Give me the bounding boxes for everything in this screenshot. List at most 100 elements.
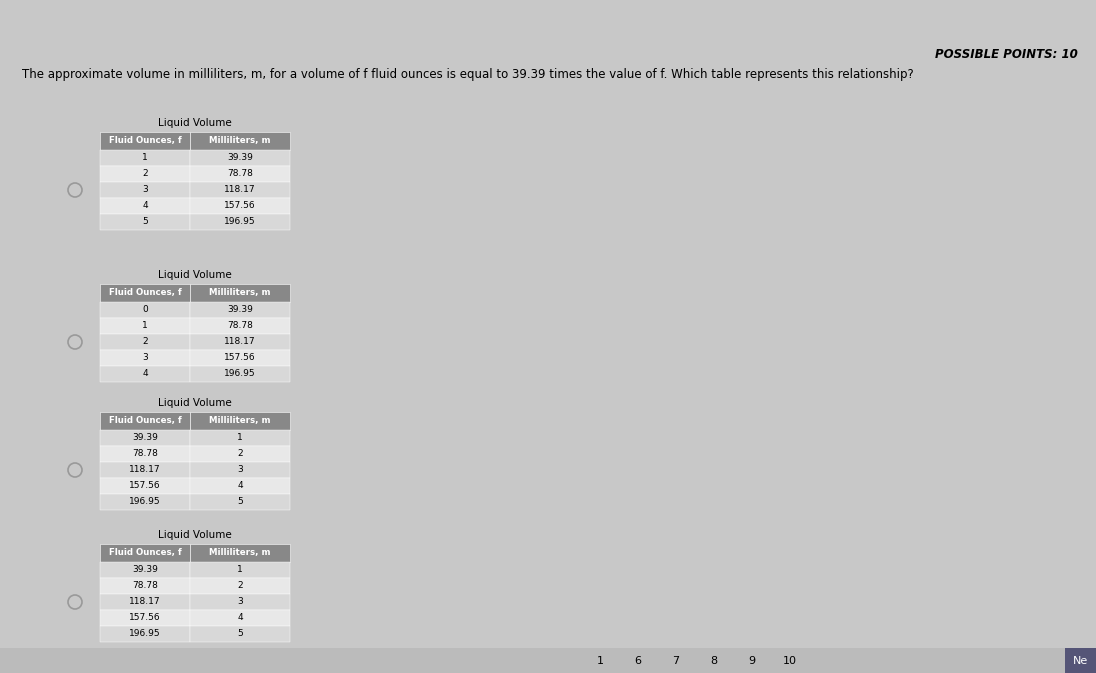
Text: Milliliters, m: Milliliters, m	[209, 417, 271, 425]
Text: 2: 2	[142, 337, 148, 347]
Bar	[190, 478, 290, 494]
Text: 1: 1	[237, 433, 243, 443]
Bar	[100, 626, 190, 642]
Text: 3: 3	[237, 598, 243, 606]
Text: 78.78: 78.78	[132, 581, 158, 590]
Text: 78.78: 78.78	[227, 322, 253, 330]
Text: 118.17: 118.17	[129, 598, 161, 606]
Bar	[190, 150, 290, 166]
Text: Milliliters, m: Milliliters, m	[209, 289, 271, 297]
Text: 5: 5	[237, 497, 243, 507]
Text: 2: 2	[142, 170, 148, 178]
Text: The approximate volume in milliliters, m, for a volume of f fluid ounces is equa: The approximate volume in milliliters, m…	[22, 68, 914, 81]
Text: 2: 2	[237, 450, 243, 458]
Bar	[100, 334, 190, 350]
Bar	[100, 562, 190, 578]
Text: Liquid Volume: Liquid Volume	[158, 270, 232, 280]
Text: 9: 9	[749, 656, 755, 666]
Text: 10: 10	[783, 656, 797, 666]
Text: 118.17: 118.17	[225, 186, 255, 194]
Text: Milliliters, m: Milliliters, m	[209, 548, 271, 557]
Text: 4: 4	[142, 369, 148, 378]
Bar	[1065, 648, 1096, 673]
Text: 157.56: 157.56	[225, 201, 255, 211]
Text: 3: 3	[142, 186, 148, 194]
Text: 196.95: 196.95	[225, 217, 255, 227]
Bar	[190, 430, 290, 446]
Bar	[100, 430, 190, 446]
Text: 39.39: 39.39	[132, 565, 158, 575]
Bar	[100, 214, 190, 230]
Bar	[190, 334, 290, 350]
Text: Fluid Ounces, f: Fluid Ounces, f	[109, 417, 181, 425]
Text: 2: 2	[237, 581, 243, 590]
Text: 3: 3	[142, 353, 148, 363]
Text: 1: 1	[596, 656, 604, 666]
Bar	[190, 366, 290, 382]
Bar	[100, 366, 190, 382]
Text: 78.78: 78.78	[227, 170, 253, 178]
Bar	[190, 166, 290, 182]
Text: 5: 5	[142, 217, 148, 227]
Text: 7: 7	[673, 656, 680, 666]
Bar	[100, 284, 190, 302]
Text: 6: 6	[635, 656, 641, 666]
Text: 196.95: 196.95	[225, 369, 255, 378]
Bar	[100, 182, 190, 198]
Text: 196.95: 196.95	[129, 629, 161, 639]
Text: 4: 4	[237, 614, 243, 623]
Bar	[100, 350, 190, 366]
Bar	[190, 132, 290, 150]
Text: 196.95: 196.95	[129, 497, 161, 507]
Bar	[190, 494, 290, 510]
Text: 118.17: 118.17	[225, 337, 255, 347]
Bar	[100, 150, 190, 166]
Text: POSSIBLE POINTS: 10: POSSIBLE POINTS: 10	[935, 48, 1078, 61]
Bar	[190, 198, 290, 214]
Text: Liquid Volume: Liquid Volume	[158, 530, 232, 540]
Bar	[190, 318, 290, 334]
Bar	[190, 544, 290, 562]
Bar	[100, 494, 190, 510]
Bar	[190, 214, 290, 230]
Text: 157.56: 157.56	[225, 353, 255, 363]
Bar	[100, 446, 190, 462]
Text: 39.39: 39.39	[132, 433, 158, 443]
Text: Ne: Ne	[1072, 656, 1087, 666]
Bar	[100, 318, 190, 334]
Bar	[100, 302, 190, 318]
Text: Liquid Volume: Liquid Volume	[158, 118, 232, 128]
Text: Fluid Ounces, f: Fluid Ounces, f	[109, 137, 181, 145]
Text: 157.56: 157.56	[129, 481, 161, 491]
Text: 4: 4	[142, 201, 148, 211]
Text: Fluid Ounces, f: Fluid Ounces, f	[109, 548, 181, 557]
Text: 4: 4	[237, 481, 243, 491]
Bar	[100, 578, 190, 594]
Text: 78.78: 78.78	[132, 450, 158, 458]
Bar	[100, 594, 190, 610]
Text: Fluid Ounces, f: Fluid Ounces, f	[109, 289, 181, 297]
Bar	[100, 544, 190, 562]
Bar	[190, 578, 290, 594]
Bar	[100, 166, 190, 182]
Text: 39.39: 39.39	[227, 153, 253, 162]
Bar	[190, 182, 290, 198]
Bar	[190, 446, 290, 462]
Text: 1: 1	[142, 322, 148, 330]
Text: 8: 8	[710, 656, 718, 666]
Bar	[190, 562, 290, 578]
Text: 5: 5	[237, 629, 243, 639]
Bar	[100, 610, 190, 626]
Bar	[100, 198, 190, 214]
Text: 39.39: 39.39	[227, 306, 253, 314]
Bar	[190, 350, 290, 366]
Text: 157.56: 157.56	[129, 614, 161, 623]
Bar	[0, 648, 1096, 673]
Bar	[190, 594, 290, 610]
Text: 1: 1	[142, 153, 148, 162]
Bar	[100, 132, 190, 150]
Bar	[190, 284, 290, 302]
Bar	[100, 462, 190, 478]
Text: 0: 0	[142, 306, 148, 314]
Bar	[190, 462, 290, 478]
